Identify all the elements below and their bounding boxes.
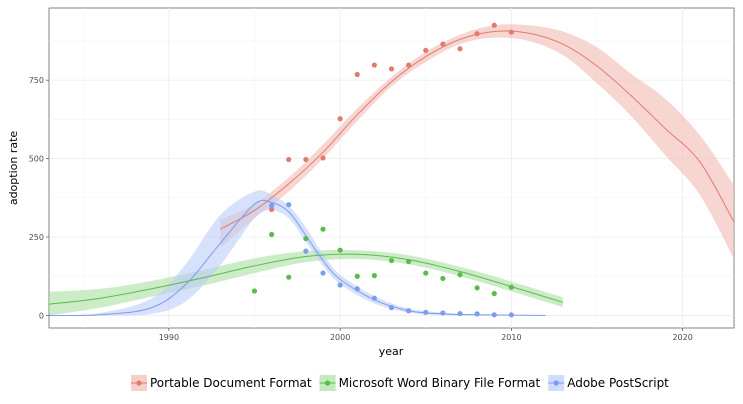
word-data-point: [303, 235, 309, 242]
word-data-point: [440, 275, 446, 282]
legend-label: Adobe PostScript: [567, 376, 669, 390]
postscript-data-point: [440, 310, 446, 316]
plot-panel: [48, 7, 735, 329]
postscript-data-point: [508, 312, 514, 318]
pdf-confidence-ribbon: [220, 24, 735, 260]
postscript-data-point: [491, 312, 497, 318]
legend-item-pdf: Portable Document Format: [131, 375, 312, 391]
y-axis-title: adoption rate: [7, 131, 20, 206]
legend-key-point: [136, 380, 142, 386]
pdf-data-point: [406, 62, 412, 68]
postscript-data-point: [303, 248, 309, 254]
word-data-point: [286, 274, 292, 280]
x-tick-label: 2010: [501, 333, 521, 342]
pdf-data-point: [491, 22, 497, 28]
pdf-data-point: [320, 155, 326, 161]
data-points: [251, 22, 514, 318]
word-data-point: [457, 272, 463, 278]
pdf-data-point: [337, 116, 343, 122]
postscript-data-point: [286, 202, 292, 208]
postscript-data-point: [388, 305, 395, 311]
pdf-data-point: [354, 71, 360, 78]
pdf-data-point: [474, 31, 480, 37]
pdf-data-point: [269, 206, 275, 213]
postscript-data-point: [354, 286, 360, 292]
word-fit-line: [48, 253, 563, 305]
word-data-point: [354, 273, 360, 279]
word-confidence-ribbon: [49, 249, 563, 316]
y-tick-label: 500: [29, 155, 44, 164]
y-axis-ticks: 0 250 500 750: [29, 76, 49, 320]
grid: [49, 8, 734, 328]
x-axis-ticks: 1990 2000 2010 2020: [159, 328, 693, 342]
y-tick-label: 750: [29, 76, 44, 85]
x-axis-title: year: [379, 345, 404, 358]
x-tick-label: 2020: [672, 333, 692, 342]
pdf-data-point: [457, 46, 463, 52]
word-data-point: [251, 288, 258, 294]
postscript-data-point: [423, 309, 429, 315]
postscript-data-point: [320, 270, 326, 276]
word-data-point: [371, 273, 377, 279]
word-data-point: [269, 231, 275, 238]
postscript-data-point: [269, 203, 275, 209]
y-tick-label: 250: [29, 233, 44, 242]
legend-label: Microsoft Word Binary File Format: [339, 376, 541, 390]
word-data-point: [320, 226, 326, 232]
pdf-data-point: [303, 156, 309, 163]
postscript-data-point: [457, 310, 463, 317]
x-tick-label: 2000: [330, 333, 350, 342]
pdf-data-point: [423, 47, 429, 53]
pdf-data-point: [371, 62, 377, 68]
x-tick-label: 1990: [159, 333, 179, 342]
postscript-fit-line: [48, 199, 546, 317]
postscript-data-point: [406, 308, 412, 314]
legend-label: Portable Document Format: [150, 376, 312, 390]
legend-item-postscript: Adobe PostScript: [548, 375, 669, 391]
word-data-point: [337, 247, 343, 253]
word-data-point: [474, 285, 480, 291]
legend-key-point: [324, 380, 331, 386]
legend: Portable Document Format Microsoft Word B…: [131, 375, 669, 391]
legend-item-word: Microsoft Word Binary File Format: [319, 375, 541, 391]
word-data-point: [406, 258, 412, 265]
postscript-data-point: [474, 311, 480, 317]
word-data-point: [508, 284, 514, 290]
legend-key-point: [553, 380, 559, 386]
word-data-point: [388, 257, 395, 264]
pdf-data-point: [508, 29, 514, 35]
postscript-data-point: [337, 282, 343, 288]
pdf-data-point: [286, 156, 292, 163]
pdf-data-point: [388, 66, 395, 72]
y-tick-label: 0: [39, 311, 44, 320]
postscript-data-point: [371, 295, 377, 301]
pdf-data-point: [440, 41, 446, 47]
word-data-point: [491, 290, 497, 297]
word-data-point: [423, 270, 429, 276]
